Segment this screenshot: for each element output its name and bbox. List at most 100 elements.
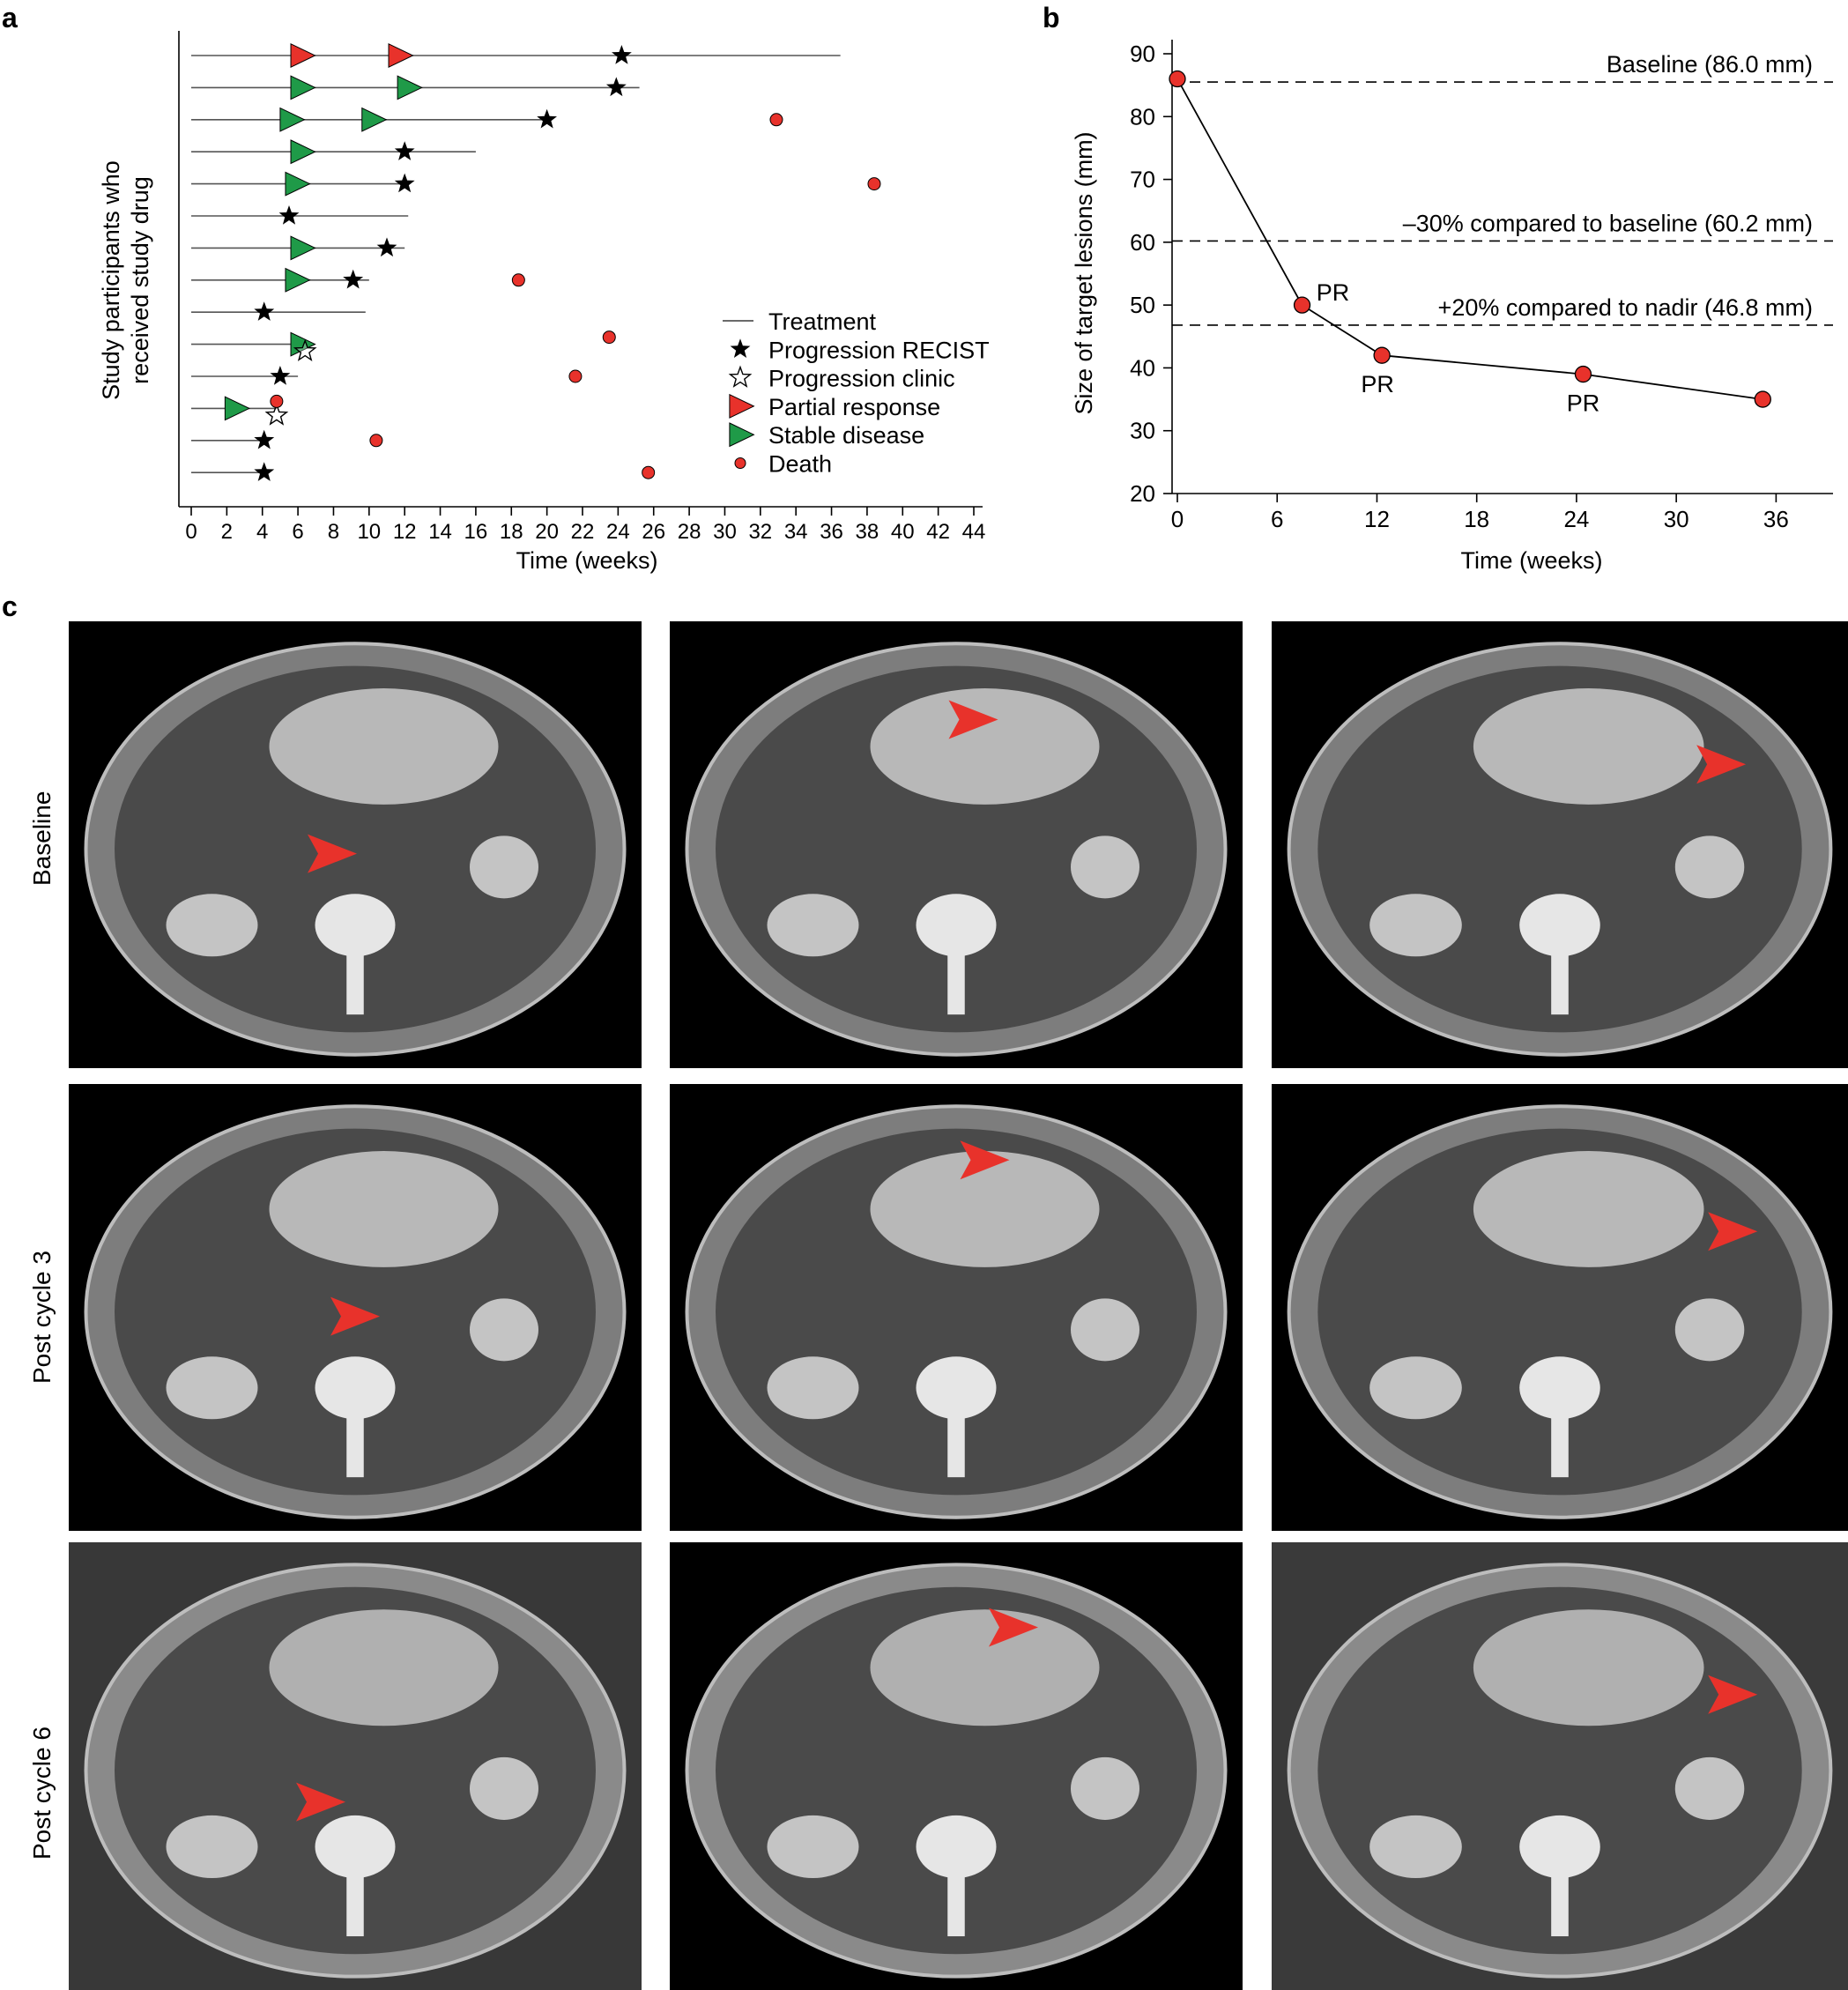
death-marker: [511, 273, 525, 287]
data-point: [1373, 346, 1391, 364]
vertebra: [1519, 1815, 1600, 1878]
kidney-right: [470, 1756, 538, 1820]
spinal-process: [346, 1415, 364, 1478]
lesion-size-line: [1176, 78, 1763, 400]
legend-item-clinic: Progression clinic: [728, 365, 955, 392]
legend-star-open-icon: [728, 365, 753, 388]
progression-recist-marker: [343, 269, 364, 289]
legend-label: Progression RECIST: [768, 337, 990, 363]
progression-recist-marker: [394, 141, 415, 160]
x-tick-label: 42: [926, 520, 950, 544]
ct-scan-drawing: [1287, 1104, 1833, 1519]
kidney-left: [767, 1815, 859, 1878]
spinal-process: [947, 952, 965, 1015]
panel-label-c: c: [2, 590, 18, 622]
participant-row: [191, 107, 783, 132]
legend-dot-icon: [734, 457, 746, 469]
progression-recist-marker: [254, 301, 275, 321]
x-tick-label: 26: [642, 520, 665, 544]
x-tick-label: 28: [678, 520, 701, 544]
legend-label: Treatment: [768, 308, 877, 335]
participant-row: [191, 394, 289, 426]
progression-recist-marker: [537, 108, 557, 129]
x-tick-label: 0: [1171, 506, 1184, 532]
kidney-left: [1369, 1356, 1462, 1420]
legend-red-triangle-icon: [729, 393, 755, 419]
x-tick-label: 8: [328, 520, 339, 544]
legend-item-recist: Progression RECIST: [730, 337, 990, 363]
kidney-left: [1369, 1815, 1462, 1878]
legend-star-filled-icon: [730, 338, 751, 358]
death-marker: [867, 177, 881, 191]
y-tick-label: 80: [1130, 103, 1155, 130]
point-label: PR: [1567, 390, 1600, 417]
stable-disease-marker: [285, 267, 311, 293]
kidney-left: [166, 894, 258, 957]
kidney-left: [166, 1356, 258, 1420]
progression-recist-marker: [278, 205, 300, 225]
participant-row: [191, 429, 383, 449]
death-marker: [369, 434, 383, 448]
kidney-left: [767, 1356, 859, 1420]
y-axis-title: Size of target lesions (mm): [1071, 131, 1097, 414]
x-tick-label: 2: [221, 520, 233, 544]
ct-scan-image: [670, 1542, 1243, 1990]
lesion-arrow-marker: [989, 1608, 1038, 1647]
ct-scan-drawing: [1287, 1563, 1833, 1979]
kidney-left: [767, 894, 859, 957]
participant-row: [191, 235, 405, 261]
kidney-right: [470, 835, 538, 899]
data-point: [1293, 296, 1311, 314]
spinal-process: [1551, 1873, 1569, 1937]
vertebra: [315, 894, 396, 957]
x-tick-label: 12: [393, 520, 417, 544]
vertebra: [1519, 894, 1600, 957]
participant-row: [191, 366, 583, 385]
legend-item-treatment: Treatment: [723, 308, 877, 335]
spinal-process: [1551, 952, 1569, 1015]
liver-region: [870, 1609, 1100, 1726]
legend-label: Progression clinic: [768, 366, 955, 392]
y-axis-title: Study participants who received study dru…: [98, 160, 153, 400]
spinal-process: [346, 952, 364, 1015]
spinal-process: [346, 1873, 364, 1937]
stable-disease-marker: [290, 235, 316, 261]
participant-row: [191, 171, 881, 197]
death-marker: [270, 394, 284, 408]
row-label-post-cycle-3: Post cycle 3: [28, 1251, 56, 1384]
x-tick-label: 16: [464, 520, 488, 544]
kidney-right: [1674, 1298, 1745, 1362]
vertebra: [315, 1356, 396, 1420]
ct-scan-image: [69, 621, 642, 1068]
legend-label: Death: [768, 451, 832, 478]
ct-scan-drawing: [1287, 642, 1833, 1057]
legend-item-death: Death: [734, 451, 832, 478]
death-marker: [642, 465, 656, 479]
reference-label: +20% compared to nadir (46.8 mm): [1438, 294, 1813, 321]
progression-recist-marker: [605, 77, 627, 97]
x-tick-label: 20: [535, 520, 559, 544]
liver-region: [269, 1609, 499, 1726]
y-tick-label: 90: [1130, 41, 1155, 67]
progression-recist-marker: [612, 45, 632, 64]
x-tick-label: 40: [891, 520, 915, 544]
participant-row: [191, 330, 616, 361]
point-label: PR: [1317, 279, 1350, 306]
stable-disease-marker: [224, 396, 251, 421]
progression-recist-marker: [376, 237, 397, 257]
ct-scan-image: [69, 1542, 642, 1990]
spinal-process: [1551, 1415, 1569, 1478]
ct-scan-image: [1272, 1084, 1848, 1531]
progression-recist-marker: [270, 366, 291, 385]
ct-scan-drawing: [685, 642, 1228, 1057]
lesion-size-chart: 20 30 40 50 60 70 80 90 0 6 12 18 24 30 36 Time (weeks)…: [1071, 40, 1833, 574]
participant-row: [191, 267, 525, 293]
x-tick-label: 36: [1763, 506, 1789, 532]
y-tick-label: 20: [1130, 480, 1155, 507]
stable-disease-marker: [290, 75, 316, 100]
kidney-right: [1071, 1298, 1139, 1362]
y-axis-title-line: received study drug: [127, 176, 153, 384]
death-marker: [602, 330, 616, 345]
lesion-arrow-marker: [296, 1782, 345, 1822]
x-tick-label: 44: [962, 520, 986, 544]
